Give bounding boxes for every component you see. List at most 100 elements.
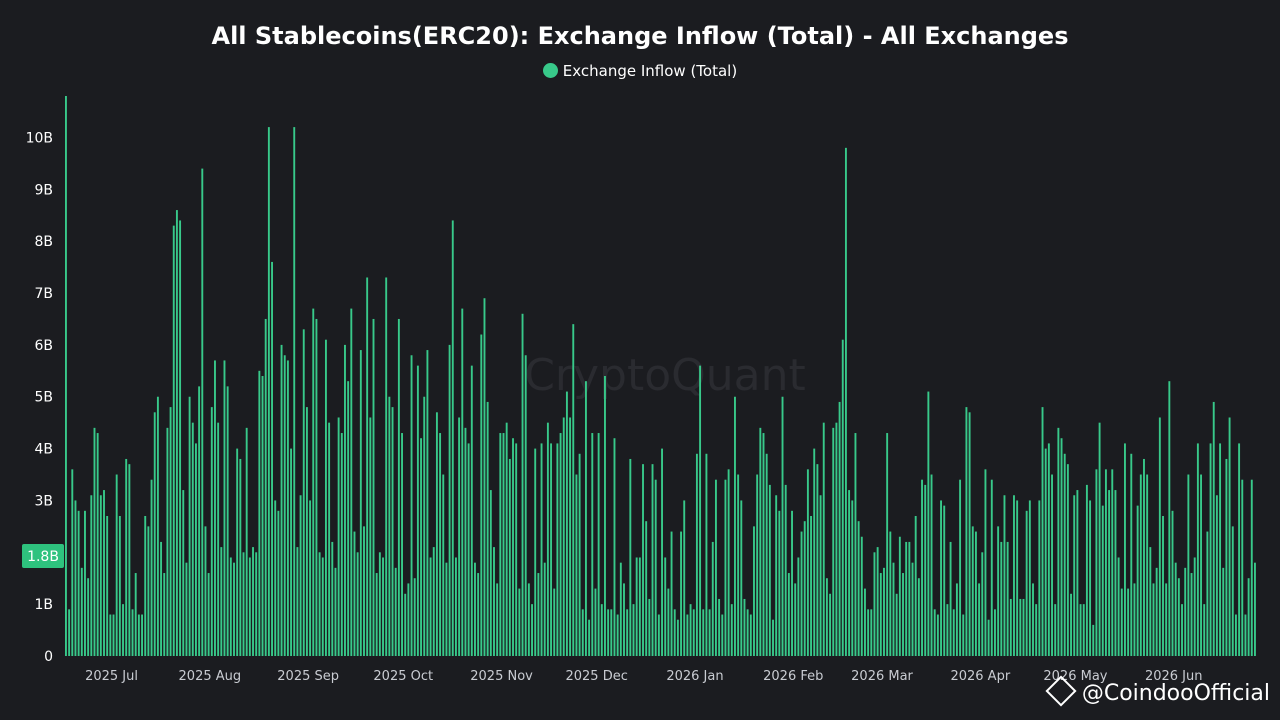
bar bbox=[220, 547, 223, 656]
bar bbox=[334, 567, 337, 656]
bar bbox=[1057, 427, 1060, 656]
bar bbox=[711, 541, 714, 656]
bar bbox=[1009, 598, 1012, 656]
bar bbox=[521, 313, 524, 656]
bar bbox=[813, 448, 816, 656]
bar bbox=[911, 562, 914, 656]
bar bbox=[363, 526, 365, 656]
bar bbox=[458, 417, 461, 656]
bar bbox=[740, 500, 743, 656]
x-tick-label: 2026 Apr bbox=[950, 669, 1010, 684]
bar bbox=[768, 484, 771, 656]
bar bbox=[156, 396, 159, 656]
bar bbox=[1022, 598, 1025, 656]
bar bbox=[1019, 598, 1022, 656]
y-tick-label: 10B bbox=[26, 130, 53, 146]
bar bbox=[493, 547, 495, 656]
bar bbox=[1231, 526, 1234, 656]
bar bbox=[1168, 381, 1171, 656]
bar bbox=[391, 407, 394, 656]
bar bbox=[692, 609, 695, 656]
bar bbox=[829, 593, 832, 656]
x-tick-label: 2026 Mar bbox=[851, 669, 913, 684]
bar bbox=[962, 614, 965, 656]
bar bbox=[489, 490, 492, 656]
bar bbox=[851, 500, 854, 656]
bar bbox=[290, 448, 293, 656]
bar bbox=[1193, 557, 1196, 656]
bar bbox=[496, 583, 499, 656]
bar bbox=[461, 308, 464, 656]
bar bbox=[416, 365, 419, 656]
bar bbox=[794, 583, 797, 656]
bar bbox=[1120, 588, 1123, 656]
bar bbox=[974, 531, 977, 656]
bar bbox=[803, 521, 806, 656]
bar bbox=[1177, 578, 1180, 656]
bar bbox=[661, 448, 663, 656]
bar bbox=[512, 438, 514, 656]
bar bbox=[1044, 448, 1047, 656]
bar bbox=[328, 422, 331, 656]
bar bbox=[864, 588, 866, 656]
bar bbox=[965, 407, 968, 656]
bar bbox=[543, 562, 546, 656]
bar bbox=[299, 495, 302, 656]
chart-legend[interactable]: Exchange Inflow (Total) bbox=[0, 62, 1280, 80]
bar bbox=[940, 500, 942, 656]
bar bbox=[600, 604, 603, 656]
bar bbox=[160, 541, 163, 656]
y-tick-label: 3B bbox=[34, 493, 53, 509]
bar bbox=[699, 365, 702, 656]
bar bbox=[315, 318, 318, 656]
bar bbox=[470, 365, 473, 656]
bar bbox=[131, 609, 134, 656]
bar bbox=[1139, 474, 1142, 656]
bar bbox=[229, 557, 232, 656]
bar bbox=[933, 609, 936, 656]
bar bbox=[1092, 624, 1095, 656]
bar bbox=[454, 557, 457, 656]
bar bbox=[1054, 604, 1057, 656]
bar bbox=[762, 433, 765, 656]
bar bbox=[1063, 453, 1066, 656]
bar bbox=[207, 573, 210, 656]
bar bbox=[898, 536, 901, 656]
bar bbox=[594, 588, 597, 656]
bar bbox=[264, 318, 267, 656]
bar bbox=[340, 433, 343, 656]
bar bbox=[74, 500, 77, 656]
bar bbox=[103, 490, 105, 656]
bar bbox=[401, 433, 403, 656]
bar bbox=[1124, 443, 1126, 656]
x-tick-label: 2025 Nov bbox=[470, 669, 533, 684]
bar bbox=[1098, 422, 1101, 656]
bar bbox=[1209, 443, 1212, 656]
bar bbox=[930, 474, 933, 656]
bar bbox=[191, 422, 194, 656]
bar bbox=[1003, 495, 1006, 656]
bar bbox=[765, 453, 768, 656]
bar bbox=[179, 220, 182, 656]
bar bbox=[153, 412, 156, 656]
bar bbox=[439, 433, 442, 656]
y-axis: 0 1B 3B 4B 5B 6B 7B 8B 9B 10B bbox=[26, 130, 53, 665]
bar bbox=[1025, 510, 1028, 656]
bar bbox=[502, 433, 505, 656]
bar bbox=[1162, 516, 1164, 656]
bar bbox=[990, 479, 993, 656]
bar bbox=[848, 490, 851, 656]
bar bbox=[559, 433, 562, 656]
bar bbox=[210, 407, 213, 656]
bar bbox=[375, 573, 378, 656]
bar bbox=[331, 541, 334, 656]
y-tick-label: 6B bbox=[34, 338, 53, 354]
bar bbox=[1174, 562, 1177, 656]
bar bbox=[1149, 547, 1152, 656]
bar bbox=[753, 526, 755, 656]
bar bbox=[721, 614, 724, 656]
bar bbox=[150, 479, 153, 656]
x-tick-label: 2026 Jan bbox=[666, 669, 723, 684]
bar bbox=[879, 573, 882, 656]
bar bbox=[1032, 583, 1034, 656]
